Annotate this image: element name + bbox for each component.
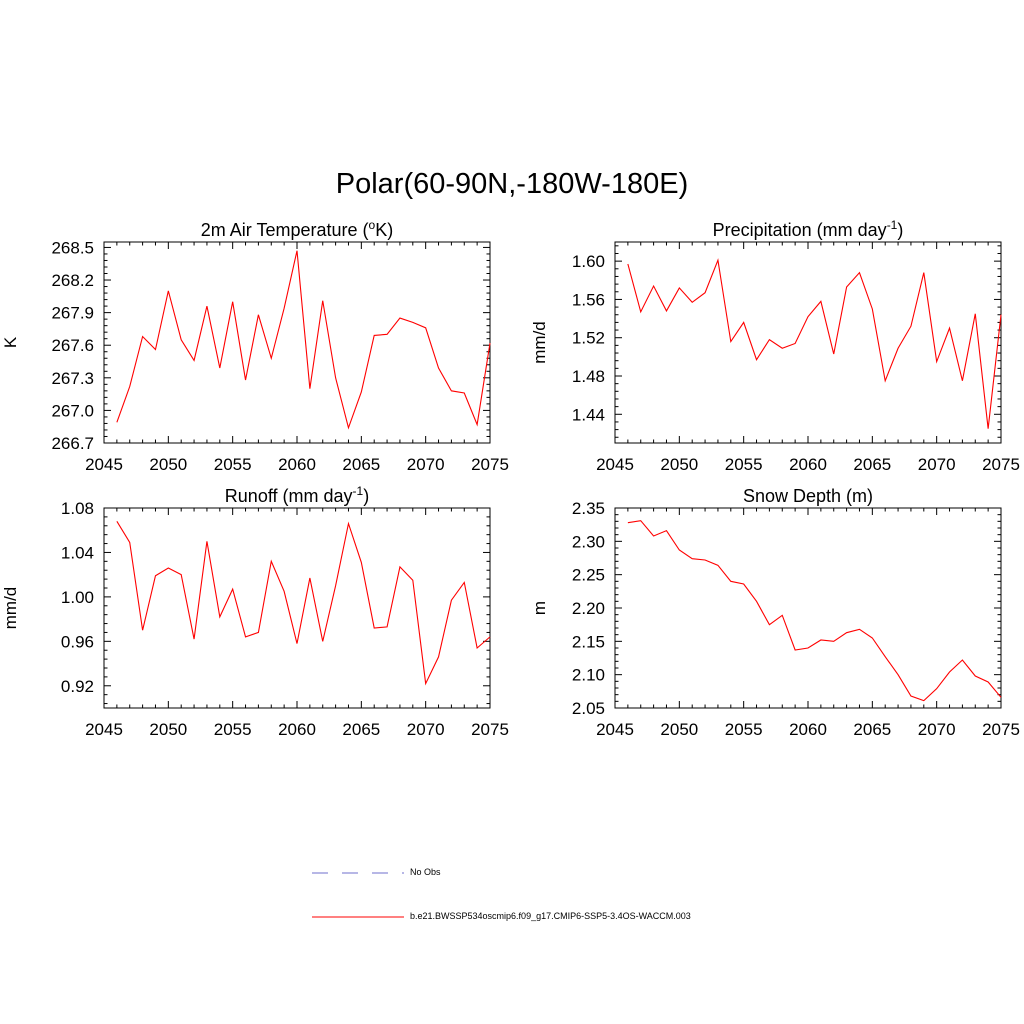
x-tick-label: 2065 bbox=[342, 455, 380, 474]
panel-title: Runoff (mm day-1) bbox=[225, 484, 369, 506]
y-tick-label: 2.15 bbox=[572, 632, 605, 651]
x-tick-label: 2075 bbox=[982, 455, 1020, 474]
y-axis-label: mm/d bbox=[1, 587, 20, 630]
y-tick-label: 1.52 bbox=[572, 329, 605, 348]
x-tick-label: 2060 bbox=[278, 720, 316, 739]
x-tick-label: 2075 bbox=[471, 455, 509, 474]
x-tick-label: 2055 bbox=[214, 455, 252, 474]
x-tick-label: 2050 bbox=[149, 720, 187, 739]
x-tick-label: 2055 bbox=[725, 455, 763, 474]
x-tick-label: 2065 bbox=[853, 720, 891, 739]
y-tick-label: 0.92 bbox=[61, 677, 94, 696]
y-tick-label: 267.6 bbox=[51, 336, 94, 355]
plot-frame bbox=[614, 507, 1002, 709]
y-tick-label: 1.08 bbox=[61, 499, 94, 518]
x-tick-label: 2050 bbox=[660, 455, 698, 474]
plot-frame bbox=[103, 241, 491, 444]
y-axis-label: m bbox=[530, 601, 549, 615]
x-tick-label: 2070 bbox=[918, 720, 956, 739]
figure-title: Polar(60-90N,-180W-180E) bbox=[335, 168, 689, 200]
x-tick-label: 2070 bbox=[918, 455, 956, 474]
series-line bbox=[627, 520, 1002, 702]
x-tick-label: 2055 bbox=[725, 720, 763, 739]
panel-snow-depth: 2045 2050 2055 2060 2065 2070 2075 2.05 2.10 2.15… bbox=[530, 486, 1020, 739]
y-tick-label: 1.04 bbox=[61, 543, 94, 562]
x-tick-label: 2060 bbox=[278, 455, 316, 474]
panel-runoff: 2045 2050 2055 2060 2065 2070 2075 0.92 0.96 1.00… bbox=[1, 484, 509, 739]
y-tick-label: 1.44 bbox=[572, 405, 605, 424]
y-tick-label: 2.05 bbox=[572, 699, 605, 718]
y-tick-label: 268.2 bbox=[51, 271, 94, 290]
y-tick-label: 267.0 bbox=[51, 401, 94, 420]
y-tick-label: 2.25 bbox=[572, 566, 605, 585]
plot-frame bbox=[614, 241, 1002, 444]
legend-label-no-obs: No Obs bbox=[410, 867, 441, 877]
x-tick-label: 2065 bbox=[853, 455, 891, 474]
legend bbox=[312, 872, 404, 918]
y-tick-label: 0.96 bbox=[61, 632, 94, 651]
x-tick-label: 2070 bbox=[407, 455, 445, 474]
y-tick-label: 1.56 bbox=[572, 290, 605, 309]
y-tick-label: 1.00 bbox=[61, 588, 94, 607]
y-tick-label: 267.9 bbox=[51, 304, 94, 323]
panel-title: Precipitation (mm day-1) bbox=[713, 218, 904, 240]
x-tick-label: 2075 bbox=[982, 720, 1020, 739]
y-tick-label: 266.7 bbox=[51, 434, 94, 453]
x-tick-label: 2060 bbox=[789, 720, 827, 739]
x-tick-label: 2045 bbox=[85, 720, 123, 739]
panel-title: 2m Air Temperature (oK) bbox=[201, 218, 393, 240]
x-tick-label: 2070 bbox=[407, 720, 445, 739]
y-axis-label: mm/d bbox=[530, 321, 549, 364]
y-tick-label: 2.10 bbox=[572, 666, 605, 685]
x-tick-label: 2050 bbox=[660, 720, 698, 739]
y-tick-label: 2.35 bbox=[572, 499, 605, 518]
y-tick-label: 2.20 bbox=[572, 599, 605, 618]
y-tick-label: 1.48 bbox=[572, 367, 605, 386]
series-line bbox=[116, 250, 491, 430]
x-tick-label: 2045 bbox=[596, 455, 634, 474]
x-tick-label: 2050 bbox=[149, 455, 187, 474]
y-axis-label: K bbox=[1, 336, 20, 348]
x-tick-label: 2060 bbox=[789, 455, 827, 474]
y-tick-label: 2.30 bbox=[572, 532, 605, 551]
series-line bbox=[627, 258, 1002, 429]
x-tick-label: 2045 bbox=[596, 720, 634, 739]
plot-frame bbox=[103, 507, 491, 709]
y-tick-label: 267.3 bbox=[51, 369, 94, 388]
panel-precipitation: 2045 2050 2055 2060 2065 2070 2075 1.44 1.48 1.52… bbox=[530, 218, 1020, 474]
x-tick-label: 2045 bbox=[85, 455, 123, 474]
y-tick-label: 268.5 bbox=[51, 238, 94, 257]
x-tick-label: 2075 bbox=[471, 720, 509, 739]
legend-label-model: b.e21.BWSSP534oscmip6.f09_g17.CMIP6-SSP5… bbox=[410, 911, 691, 921]
y-tick-label: 1.60 bbox=[572, 252, 605, 271]
x-tick-label: 2055 bbox=[214, 720, 252, 739]
x-tick-label: 2065 bbox=[342, 720, 380, 739]
series-line bbox=[116, 521, 491, 686]
panel-title: Snow Depth (m) bbox=[743, 486, 873, 506]
panel-air-temperature: 2045 2050 2055 2060 2065 2070 2075 266.7 267.0 26… bbox=[1, 218, 509, 474]
